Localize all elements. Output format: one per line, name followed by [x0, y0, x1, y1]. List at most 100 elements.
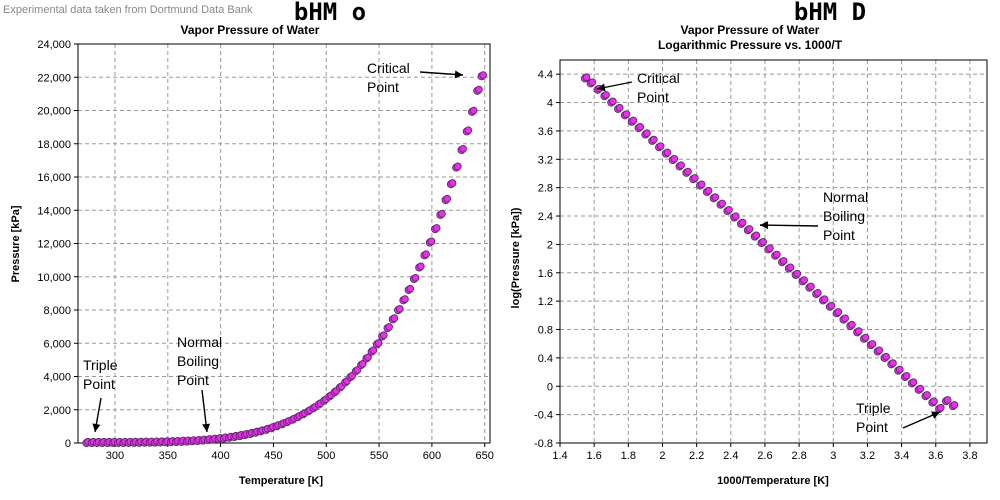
- right-y-tick-label: 2.4: [538, 211, 553, 223]
- right-data-point: [779, 257, 788, 265]
- right-y-tick-label: 0.4: [538, 353, 553, 365]
- left-y-tick-label: 6,000: [43, 338, 71, 350]
- left-plot-area: 300 350 400 450 500 550 600 650 0 2,000 4,000 6,000…: [37, 39, 494, 462]
- left-data-point: [411, 273, 420, 282]
- right-data-point: [841, 314, 849, 323]
- right-x-tick-label: 2: [659, 450, 665, 462]
- right-y-axis-label: log(Pressure [kPa]): [510, 207, 522, 308]
- right-y-tick-label: -0.4: [534, 410, 553, 422]
- right-y-tick-label: 0.8: [538, 325, 553, 337]
- left-data-point: [438, 209, 446, 218]
- left-x-tick-label: 550: [370, 450, 388, 462]
- right-y-tick-label: 3.6: [538, 126, 553, 138]
- left-data-point: [369, 346, 378, 355]
- right-data-point: [588, 78, 597, 87]
- right-x-tick-label: 2.4: [723, 450, 738, 462]
- left-plot-frame: [77, 43, 491, 444]
- left-x-tick-label: 300: [106, 450, 124, 462]
- left-x-tick-label: 400: [211, 450, 229, 462]
- left-y-tick-label: 10,000: [37, 272, 71, 284]
- left-data-point: [469, 106, 478, 115]
- right-x-tick-label: 1.6: [587, 450, 602, 462]
- left-data-point: [427, 237, 436, 246]
- left-y-tick-label: 20,000: [37, 106, 71, 118]
- left-y-tick-label: 18,000: [37, 139, 71, 151]
- right-data-point: [854, 327, 863, 336]
- right-data-point: [704, 186, 713, 195]
- left-data-point: [401, 295, 409, 303]
- right-x-tick-label: 1.4: [552, 450, 567, 462]
- left-y-tick-label: 16,000: [37, 172, 71, 184]
- right-data-point: [800, 276, 808, 284]
- left-data-point: [422, 250, 430, 259]
- right-x-tick-label: 3.2: [860, 450, 875, 462]
- left-data-point: [390, 314, 399, 323]
- right-y-tick-label: 2: [547, 239, 553, 251]
- right-annotation-normal: Normal Boiling Point: [823, 189, 868, 243]
- left-y-tick-label: 4,000: [43, 372, 71, 384]
- right-data-point: [820, 295, 829, 304]
- right-data-point: [711, 193, 720, 201]
- right-plot-area: 1.4 1.6 1.8 2 2.2 2.4 2.6 2.8 3 3.2 3.4 3.6 3.8 -0.8 -…: [534, 59, 988, 462]
- left-x-tick-label: 350: [159, 450, 177, 462]
- right-data-point: [875, 346, 884, 355]
- left-data-point: [374, 339, 383, 347]
- right-data-point: [602, 91, 610, 99]
- left-y-tick-label: 0: [65, 438, 71, 450]
- right-annotation-critical: Critical Point: [637, 70, 680, 105]
- left-annotation-critical: Critical Point: [367, 60, 410, 95]
- left-data-point: [475, 85, 483, 94]
- right-data-point: [861, 333, 870, 342]
- left-data-point: [416, 262, 425, 271]
- right-data-point: [868, 340, 877, 348]
- left-y-tick-label: 24,000: [37, 39, 71, 51]
- right-data-point: [834, 308, 843, 316]
- left-data-point: [453, 162, 462, 171]
- left-data-point: [379, 331, 388, 340]
- right-y-tick-label: 1.2: [538, 296, 553, 308]
- left-x-tick-label: 650: [476, 450, 494, 462]
- right-x-tick-label: 3.4: [894, 450, 909, 462]
- right-plot-frame: [559, 59, 988, 444]
- right-y-tick-label: 3.2: [538, 154, 553, 166]
- right-data-point: [643, 129, 651, 138]
- left-annotation-arrowhead: [454, 70, 463, 79]
- right-data-point: [670, 154, 679, 163]
- right-data-point: [950, 401, 959, 409]
- right-y-tick-label: 0: [547, 381, 553, 393]
- left-data-point: [464, 126, 473, 135]
- right-data-point: [943, 396, 952, 404]
- right-data-point: [916, 384, 925, 393]
- left-annotation-arrowhead: [92, 423, 101, 432]
- right-x-tick-label: 1.8: [621, 450, 636, 462]
- left-data-point: [448, 179, 457, 187]
- right-data-point: [772, 250, 781, 259]
- right-annotation-arrowhead: [597, 83, 606, 92]
- left-y-tick-label: 22,000: [37, 72, 71, 84]
- right-data-point: [766, 244, 774, 253]
- right-data-point: [759, 237, 767, 246]
- right-data-point: [731, 212, 740, 221]
- left-x-tick-label: 500: [317, 450, 335, 462]
- left-data-point: [358, 360, 367, 368]
- right-data-point: [909, 378, 918, 387]
- right-data-point: [656, 142, 665, 150]
- right-data-point: [745, 225, 754, 233]
- right-data-point: [930, 397, 938, 406]
- left-data-point: [459, 144, 467, 153]
- right-data-point: [895, 365, 904, 374]
- right-x-tick-label: 2.2: [689, 450, 704, 462]
- left-chart-title: Vapor Pressure of Water: [181, 23, 320, 37]
- right-data-point: [615, 103, 624, 112]
- right-data-point: [725, 206, 733, 214]
- right-data-point: [629, 116, 638, 125]
- right-data-point: [936, 403, 945, 412]
- right-data-point: [813, 289, 822, 297]
- right-data-point: [697, 180, 706, 189]
- left-y-axis-label: Pressure [kPa]: [10, 205, 22, 282]
- right-annotation-arrowhead: [760, 221, 769, 230]
- right-data-point: [923, 391, 931, 399]
- left-annotation-triple: Triple Point: [83, 357, 118, 392]
- right-data-point: [882, 352, 890, 361]
- right-data-point: [827, 301, 836, 310]
